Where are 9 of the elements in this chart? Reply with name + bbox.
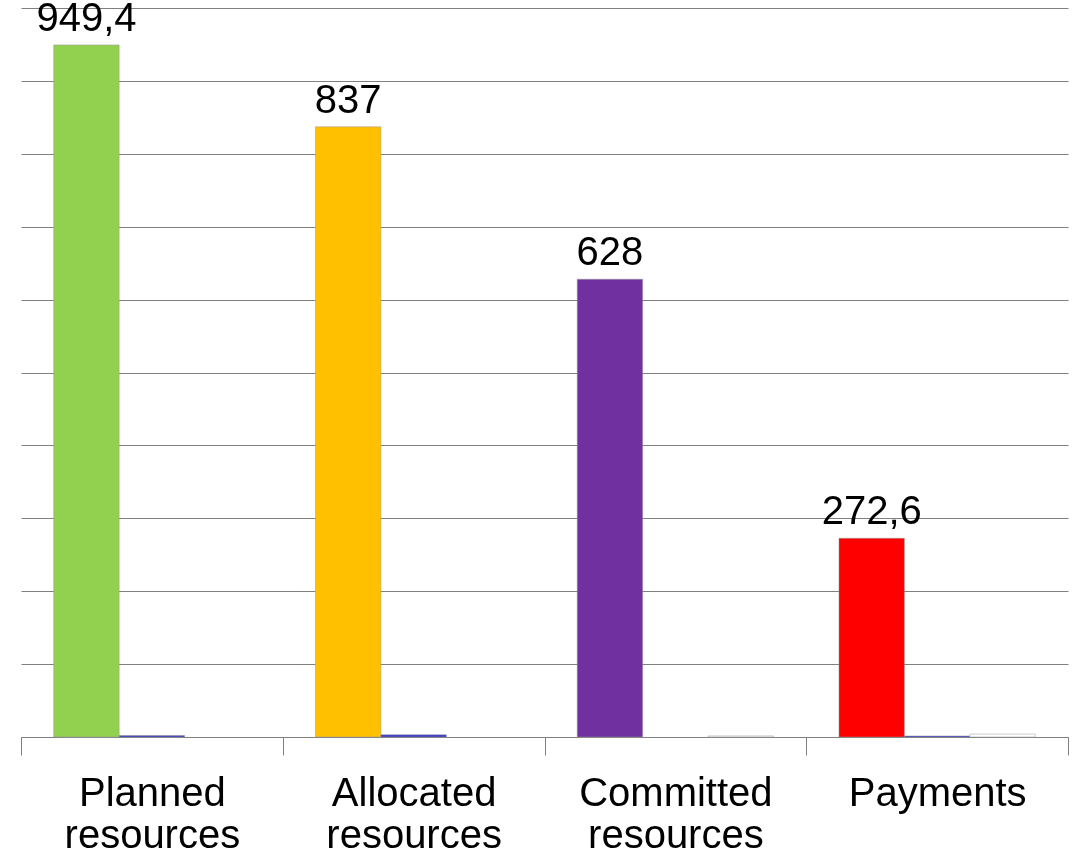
- x-tick-label: Allocated resources: [326, 769, 502, 856]
- data-label: 628: [576, 229, 644, 274]
- data-label: 949,4: [36, 0, 137, 39]
- data-label: 837: [314, 76, 382, 121]
- data-label: 272,6: [821, 488, 922, 533]
- x-tick-label: Planned resources: [64, 769, 241, 856]
- bar: [576, 278, 643, 738]
- x-tick-label: Committed resources: [579, 769, 773, 856]
- x-tick-label: Payments: [848, 769, 1027, 814]
